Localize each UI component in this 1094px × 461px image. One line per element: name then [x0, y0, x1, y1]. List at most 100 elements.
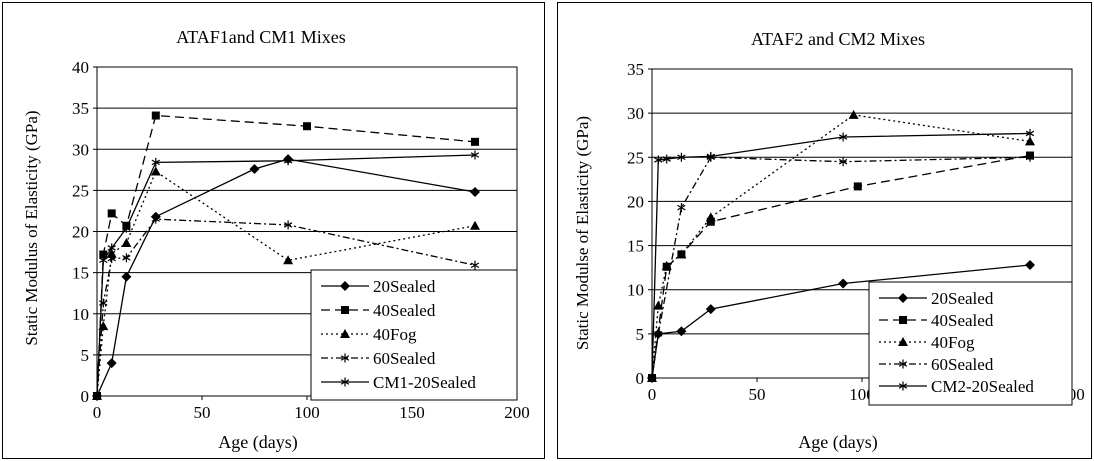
- chart0-y-tick-label: 35: [72, 99, 89, 118]
- chart0-title: ATAF1and CM1 Mixes: [176, 27, 346, 47]
- chart1-y-tick-label: 30: [627, 104, 644, 123]
- chart0-data-point-0: [106, 358, 117, 369]
- chart-left-svg: ATAF1and CM1 Mixes 0 5 10 15 20 25 30 35 40 0 50 100…: [22, 27, 530, 453]
- chart1-data-point-2: [676, 249, 687, 259]
- chart0-data-point-4: [151, 157, 160, 167]
- chart0-data-point-3: [107, 254, 116, 264]
- chart0-legend-label-0: 20Sealed: [373, 277, 436, 296]
- chart-right-svg: ATAF2 and CM2 Mixes051015202530350501001…: [573, 29, 1085, 453]
- chart1-data-point-4: [662, 154, 671, 164]
- chart0-y-tick-label: 15: [72, 264, 89, 283]
- chart1-data-point-4: [838, 132, 848, 142]
- chart1-y-tick-label: 5: [636, 325, 645, 344]
- chart0-x-axis-label: Age (days): [218, 432, 297, 453]
- chart1-data-point-0: [705, 304, 716, 315]
- chart0-y-tick-label: 0: [81, 387, 90, 406]
- chart1-legend-marker-0: [898, 293, 908, 303]
- chart0-data-point-1: [99, 250, 108, 259]
- chart1-series-line-1: [651, 154, 1031, 379]
- chart1-y-tick-label: 15: [627, 237, 644, 256]
- chart1-data-point-1: [853, 182, 862, 191]
- chart1-data-point-2: [1025, 136, 1035, 146]
- chart1-x-tick-label: 50: [749, 385, 766, 404]
- chart0-legend-label-2: 40Fog: [373, 325, 417, 344]
- chart0-data-point-0: [121, 271, 132, 282]
- chart0-y-tick-label: 30: [72, 140, 89, 159]
- chart1-data-point-4: [677, 152, 686, 162]
- chart1-y-tick-label: 25: [627, 148, 644, 167]
- chart1-data-point-2: [705, 212, 716, 222]
- chart0-y-tick-label: 25: [72, 181, 89, 200]
- chart1-title: ATAF2 and CM2 Mixes: [751, 29, 925, 49]
- chart1-data-point-1: [706, 217, 715, 226]
- chart0-legend-marker-1: [341, 306, 349, 314]
- chart0-data-point-4: [99, 255, 108, 265]
- chart1-data-point-2: [653, 300, 664, 310]
- chart0-data-point-3: [470, 260, 480, 270]
- chart1-data-point-3: [1025, 152, 1035, 162]
- chart0-data-point-0: [470, 187, 480, 198]
- chart1-y-tick-label: 0: [636, 369, 645, 388]
- chart0-legend-marker-2: [340, 329, 350, 338]
- chart1-data-point-4: [647, 373, 657, 383]
- chart1-data-point-4: [1025, 128, 1035, 138]
- chart0-data-point-2: [150, 166, 161, 176]
- chart1-x-tick-label: 100: [849, 385, 875, 404]
- chart1-legend-label-2: 40Fog: [931, 333, 975, 352]
- chart0-data-point-4: [107, 243, 116, 253]
- chart0-y-tick-label: 5: [81, 346, 90, 365]
- chart1-data-point-3: [838, 157, 848, 167]
- chart0-data-point-2: [470, 220, 480, 230]
- chart1-x-axis-label: Age (days): [798, 432, 877, 453]
- chart1-data-point-0: [676, 326, 687, 337]
- chart0-data-point-2: [283, 255, 294, 265]
- chart1-data-point-3: [654, 329, 663, 339]
- chart1-legend-marker-3: [898, 359, 908, 369]
- chart0-legend-label-1: 40Sealed: [373, 301, 436, 320]
- chart1-legend-label-0: 20Sealed: [931, 289, 994, 308]
- chart1-y-tick-label: 35: [627, 60, 644, 79]
- chart0-y-tick-label: 40: [72, 58, 89, 77]
- chart0-data-point-2: [106, 248, 117, 258]
- chart0-data-point-2: [121, 238, 132, 248]
- chart1-data-point-4: [706, 151, 715, 161]
- chart1-y-tick-label: 10: [627, 281, 644, 300]
- chart1-legend-marker-2: [898, 337, 908, 346]
- chart1-data-point-0: [1025, 259, 1035, 270]
- chart1-data-point-2: [661, 260, 672, 270]
- chart1-legend-label-3: 60Sealed: [931, 355, 994, 374]
- chart0-x-tick-label: 0: [93, 403, 102, 422]
- chart0-data-point-4: [92, 391, 102, 401]
- chart1-legend-marker-4: [898, 381, 908, 391]
- chart0-data-point-3: [122, 253, 131, 263]
- chart0-data-point-0: [249, 163, 260, 174]
- chart0-x-tick-label: 50: [194, 403, 211, 422]
- chart0-legend-marker-3: [340, 353, 350, 363]
- chart0-data-point-1: [471, 137, 479, 146]
- chart0-y-tick-label: 10: [72, 305, 89, 324]
- chart1-series-line-0: [651, 264, 1031, 379]
- chart0-y-axis-label: Static Modulus of Elasticity (GPa): [22, 110, 41, 345]
- chart-panel-right: ATAF2 and CM2 Mixes051015202530350501001…: [557, 2, 1092, 459]
- chart1-legend-label-4: CM2-20Sealed: [931, 377, 1034, 396]
- chart0-data-point-3: [283, 220, 293, 230]
- chart0-x-tick-label: 100: [294, 403, 320, 422]
- chart0-data-point-4: [122, 223, 131, 233]
- chart0-data-point-3: [151, 214, 160, 224]
- chart-panel-left: ATAF1and CM1 Mixes 0 5 10 15 20 25 30 35 40 0 50 100…: [2, 2, 545, 459]
- chart1-data-point-0: [838, 278, 849, 289]
- chart1-y-axis-label: Static Modulse of Elasticity (GPa): [573, 116, 592, 350]
- chart1-legend-marker-1: [899, 316, 907, 324]
- chart1-legend-label-1: 40Sealed: [931, 311, 994, 330]
- chart0-legend-label-3: 60Sealed: [373, 349, 436, 368]
- chart0-legend-marker-4: [340, 377, 350, 387]
- chart0-x-tick-label: 150: [399, 403, 425, 422]
- chart0-legend-marker-0: [340, 281, 350, 291]
- chart0-y-tick-label: 20: [72, 223, 89, 242]
- chart1-y-tick-label: 20: [627, 192, 644, 211]
- chart1-data-point-2: [848, 109, 859, 119]
- chart1-data-point-3: [677, 203, 686, 213]
- chart1-series-line-3: [651, 156, 1031, 379]
- chart0-data-point-4: [283, 156, 293, 166]
- chart0-data-point-1: [303, 122, 311, 131]
